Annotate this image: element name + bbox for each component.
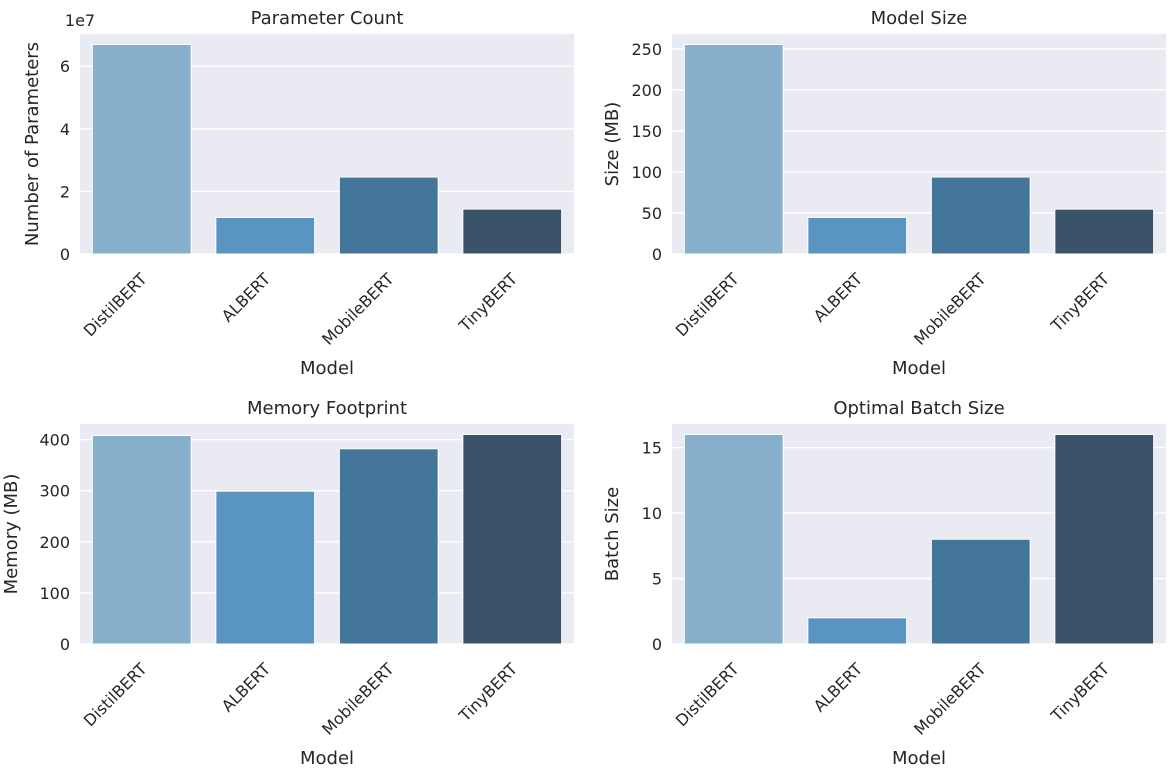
y-tick-label: 10: [642, 504, 662, 523]
bar-tinybert: [462, 208, 563, 255]
x-tick-label: ALBERT: [810, 659, 866, 715]
y-tick-label: 6: [60, 57, 70, 76]
x-tick-label: DistilBERT: [80, 269, 151, 340]
bar-distilbert: [683, 43, 784, 255]
y-tick-label: 0: [652, 245, 662, 264]
bar-albert: [807, 216, 908, 255]
bar-tinybert: [462, 433, 563, 645]
bar-distilbert: [683, 433, 784, 645]
y-tick-label: 250: [631, 40, 662, 59]
x-tick-label: ALBERT: [810, 269, 866, 325]
x-tick-label: MobileBERT: [318, 269, 398, 349]
x-tick-label: ALBERT: [218, 269, 274, 325]
y-tick-label: 400: [39, 431, 70, 450]
y-tick-label: 300: [39, 482, 70, 501]
x-tick-label: TinyBERT: [454, 269, 521, 336]
bar-mobilebert: [930, 538, 1031, 645]
bar-tinybert: [1054, 208, 1155, 255]
x-tick-label: MobileBERT: [318, 659, 398, 739]
chart-panel-2: 0 50 100 150 200 250 DistilBERT ALBERT MobileBER…: [602, 8, 1166, 379]
chart-title: Memory Footprint: [247, 398, 407, 419]
y-tick-label: 5: [652, 570, 662, 589]
bar-albert: [807, 617, 908, 645]
bar-distilbert: [91, 43, 192, 255]
y-tick-label: 15: [642, 439, 662, 458]
bar-mobilebert: [930, 176, 1031, 255]
bar-tinybert: [1054, 433, 1155, 645]
chart-panel-1: 0 2 4 6 DistilBERT ALBERT MobileBERT TinyBERT Pa…: [22, 8, 574, 379]
chart-panel-4: 0 5 10 15 DistilBERT ALBERT MobileBERT TinyBERT…: [602, 398, 1166, 769]
y-axis-label: Batch Size: [602, 487, 623, 581]
x-tick-label: MobileBERT: [910, 659, 990, 739]
y-axis-label: Memory (MB): [1, 474, 22, 595]
y-tick-label: 200: [631, 81, 662, 100]
y-axis-label: Size (MB): [602, 102, 623, 187]
y-tick-label: 0: [60, 245, 70, 264]
x-axis-label: Model: [300, 748, 354, 769]
bar-distilbert: [91, 434, 192, 645]
y-tick-label: 0: [652, 635, 662, 654]
x-axis-label: Model: [892, 358, 946, 379]
x-tick-label: DistilBERT: [672, 659, 743, 730]
y-axis-label: Number of Parameters: [22, 42, 43, 246]
x-tick-label: TinyBERT: [454, 659, 521, 726]
x-tick-label: TinyBERT: [1046, 269, 1113, 336]
y-tick-label: 100: [39, 584, 70, 603]
y-tick-label: 0: [60, 635, 70, 654]
x-axis-label: Model: [892, 748, 946, 769]
y-tick-label: 100: [631, 163, 662, 182]
x-tick-label: MobileBERT: [910, 269, 990, 349]
x-tick-label: TinyBERT: [1046, 659, 1113, 726]
y-tick-label: 150: [631, 122, 662, 141]
chart-title: Optimal Batch Size: [833, 398, 1004, 419]
y-tick-label: 50: [642, 204, 662, 223]
y-tick-label: 200: [39, 533, 70, 552]
axis-offset-label: 1e7: [65, 11, 95, 30]
chart-title: Model Size: [871, 8, 968, 29]
bar-mobilebert: [338, 176, 439, 255]
x-tick-label: DistilBERT: [80, 659, 151, 730]
bar-mobilebert: [338, 448, 439, 645]
bar-albert: [215, 216, 316, 255]
chart-title: Parameter Count: [251, 8, 404, 29]
x-tick-label: ALBERT: [218, 659, 274, 715]
bar-albert: [215, 490, 316, 645]
chart-panel-3: 0 100 200 300 400 DistilBERT ALBERT MobileBERT T…: [1, 398, 574, 769]
x-axis-label: Model: [300, 358, 354, 379]
x-tick-label: DistilBERT: [672, 269, 743, 340]
y-tick-label: 4: [60, 120, 70, 139]
y-tick-label: 2: [60, 182, 70, 201]
